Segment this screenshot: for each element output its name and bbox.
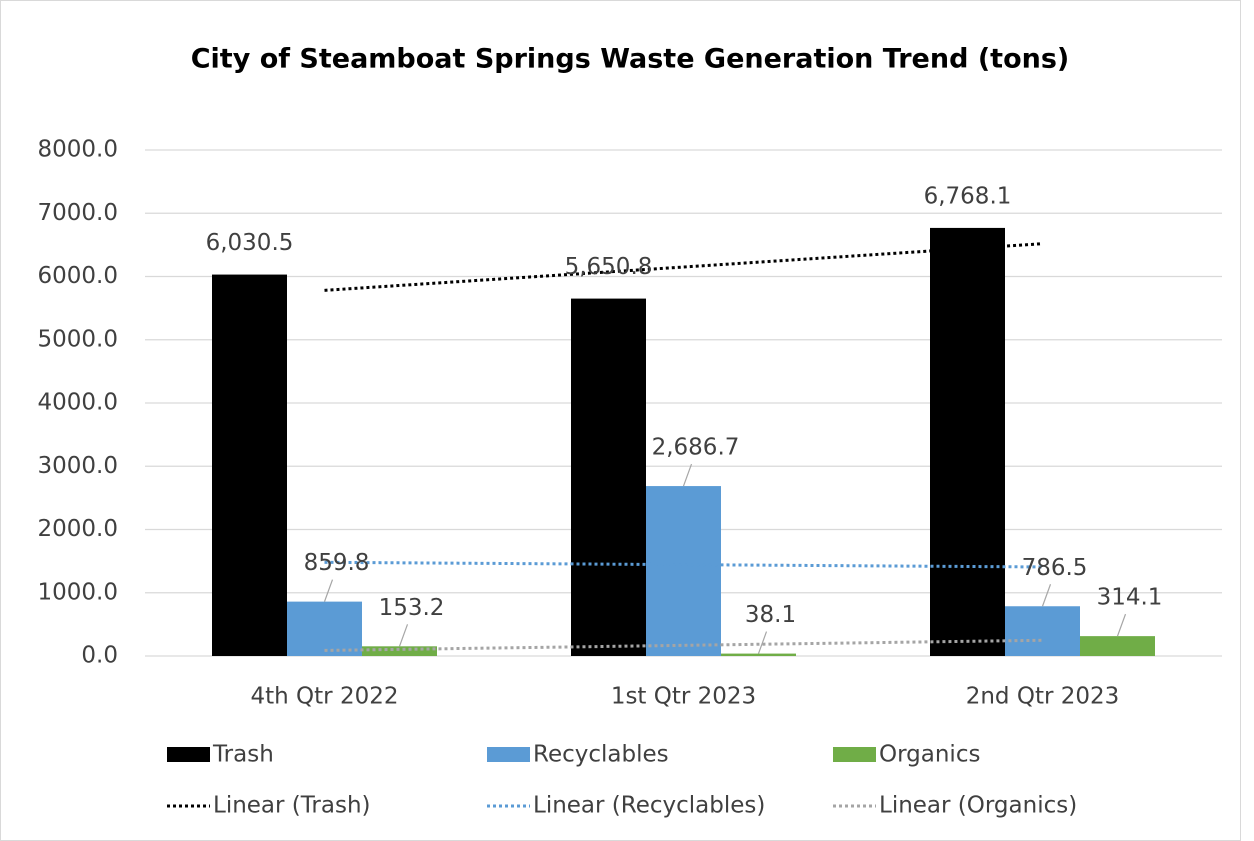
y-tick-label: 2000.0 <box>38 516 118 542</box>
leader-line <box>1116 613 1127 637</box>
y-tick-label: 5000.0 <box>38 326 118 352</box>
legend-label: Recyclables <box>533 742 669 768</box>
bar <box>1005 606 1080 656</box>
legend-label: Linear (Recyclables) <box>533 793 765 819</box>
y-tick-label: 7000.0 <box>38 200 118 226</box>
bar <box>362 646 437 656</box>
data-label: 859.8 <box>304 550 370 576</box>
data-label: 2,686.7 <box>652 435 740 461</box>
y-tick-label: 1000.0 <box>38 579 118 605</box>
leader-line <box>323 579 334 602</box>
legend-label: Linear (Organics) <box>879 793 1077 819</box>
y-tick-label: 4000.0 <box>38 390 118 416</box>
bar <box>1080 636 1155 656</box>
leader-line <box>682 463 693 487</box>
leader-line <box>1041 584 1052 607</box>
x-tick-label: 1st Qtr 2023 <box>611 684 756 710</box>
data-label: 314.1 <box>1097 585 1163 611</box>
bar <box>212 274 287 656</box>
legend-swatch <box>487 747 530 762</box>
leader-line <box>757 631 768 654</box>
legend-swatch <box>833 747 876 762</box>
x-tick-label: 2nd Qtr 2023 <box>966 684 1120 710</box>
bar <box>287 601 362 656</box>
data-label: 6,768.1 <box>924 183 1012 209</box>
data-label: 38.1 <box>745 602 796 628</box>
legend-label: Organics <box>879 742 980 768</box>
data-label: 5,650.8 <box>565 254 653 280</box>
legend-label: Linear (Trash) <box>213 793 371 819</box>
data-label: 153.2 <box>379 595 445 621</box>
bar <box>646 486 721 656</box>
bar <box>930 227 1005 657</box>
legend-label: Trash <box>212 742 274 768</box>
bar <box>721 653 796 656</box>
chart-title: City of Steamboat Springs Waste Generati… <box>191 44 1070 75</box>
y-tick-label: 8000.0 <box>38 137 118 163</box>
y-tick-label: 0.0 <box>81 643 118 669</box>
x-tick-label: 4th Qtr 2022 <box>251 684 399 710</box>
leader-line <box>398 624 409 647</box>
bar <box>571 298 646 656</box>
data-label: 6,030.5 <box>206 230 294 256</box>
data-label: 786.5 <box>1022 555 1088 581</box>
legend-swatch <box>167 747 210 762</box>
y-tick-label: 3000.0 <box>38 453 118 479</box>
y-tick-label: 6000.0 <box>38 263 118 289</box>
